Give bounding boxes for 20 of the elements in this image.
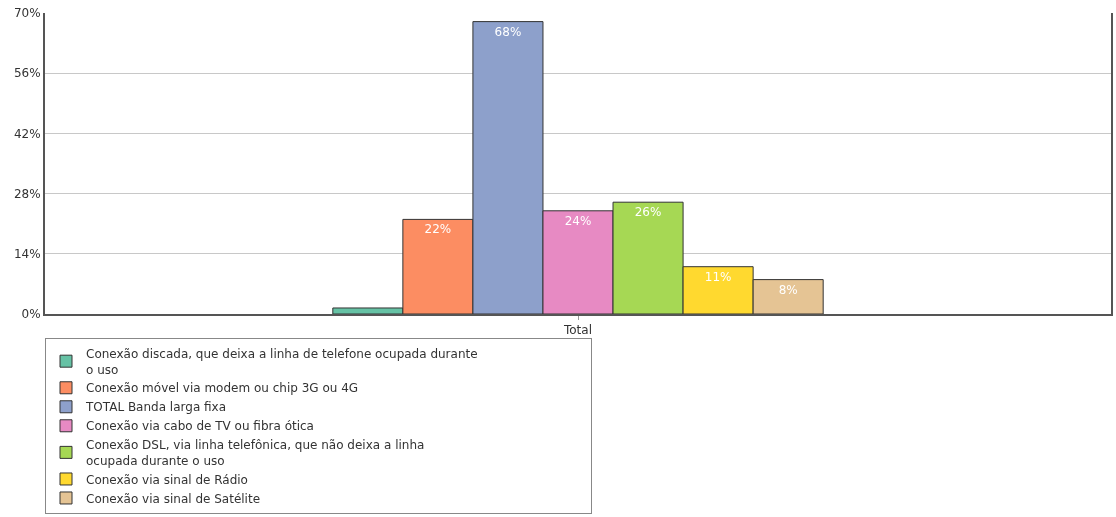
legend-label: TOTAL Banda larga fixa bbox=[85, 400, 227, 415]
legend-label: Conexão via sinal de Rádio bbox=[86, 472, 248, 487]
legend-label: Conexão via cabo de TV ou fibra ótica bbox=[86, 419, 314, 434]
y-tick-label: 28% bbox=[13, 186, 41, 201]
y-tick-label: 42% bbox=[13, 126, 41, 141]
x-tick-label: Total bbox=[562, 323, 593, 338]
data-label: 24% bbox=[564, 213, 592, 228]
data-label: 26% bbox=[634, 205, 662, 220]
legend-label: Conexão móvel via modem ou chip 3G ou 4G bbox=[86, 381, 359, 396]
data-label: 68% bbox=[494, 24, 522, 39]
y-tick-label: 56% bbox=[13, 66, 41, 81]
y-tick-label: 70% bbox=[13, 6, 41, 21]
legend-label: Conexão DSL, via linha telefônica, que não deixa a linha ocupada durante o uso bbox=[86, 438, 425, 468]
y-tick-label: 0% bbox=[21, 307, 41, 322]
data-label: 8% bbox=[778, 282, 798, 297]
data-label: 11% bbox=[704, 269, 732, 284]
y-tick-label: 14% bbox=[13, 247, 41, 261]
legend-label: Conexão discada, que deixa a linha de telefone ocupada durante o uso bbox=[86, 347, 478, 377]
data-label: 22% bbox=[424, 222, 452, 237]
legend-label: Conexão via sinal de Satélite bbox=[86, 491, 261, 506]
